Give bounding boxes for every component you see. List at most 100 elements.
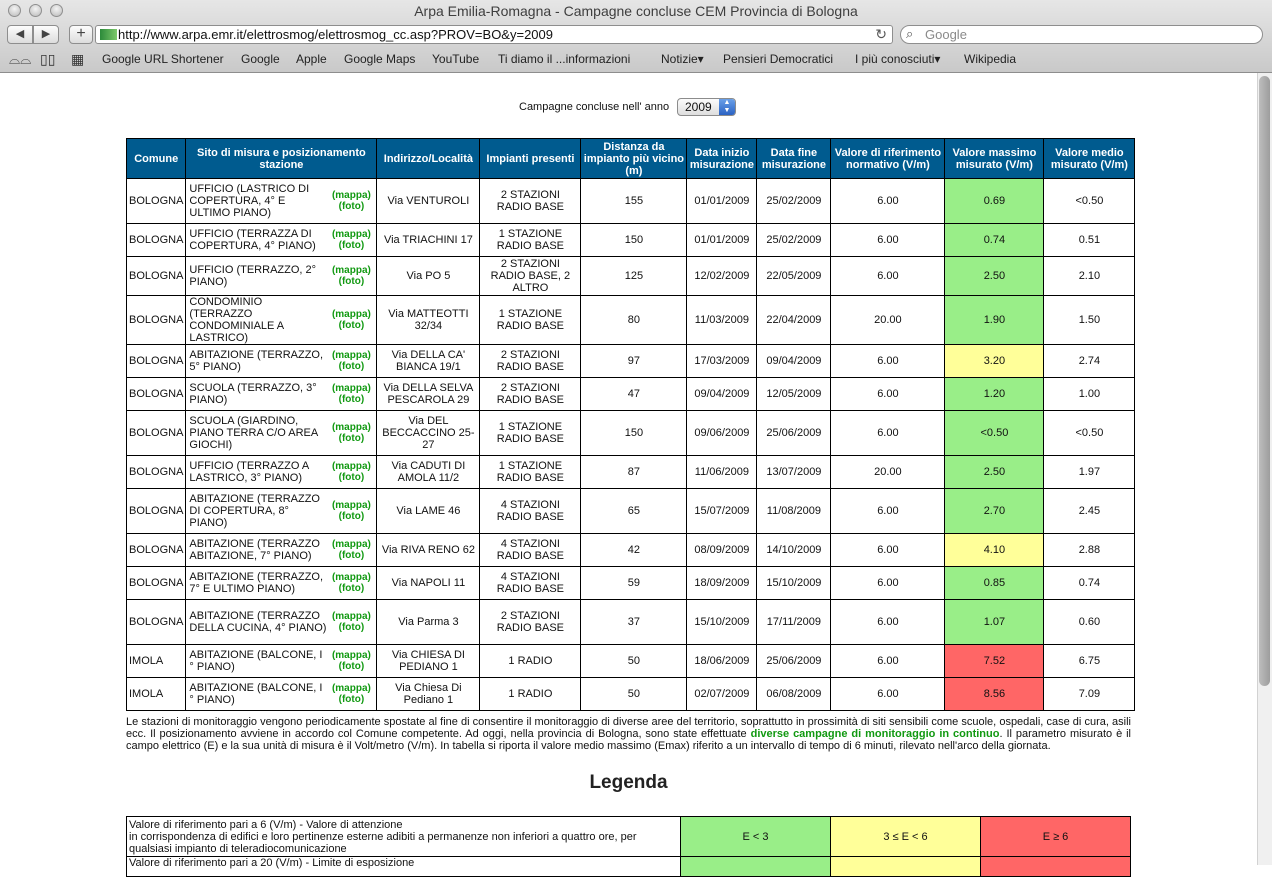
cell-valore-medio: 1.50 bbox=[1043, 295, 1136, 345]
zoom-window-button[interactable] bbox=[50, 4, 63, 17]
back-button[interactable]: ◀ bbox=[7, 25, 33, 44]
cell-impianti: 2 STAZIONI RADIO BASE bbox=[479, 344, 582, 378]
mappa-link[interactable]: (mappa) bbox=[331, 572, 371, 583]
url-text[interactable]: http://www.arpa.emr.it/elettrosmog/elett… bbox=[118, 27, 553, 42]
mappa-link[interactable]: (mappa) bbox=[331, 539, 371, 550]
open-book-icon[interactable]: ▯▯ bbox=[40, 51, 56, 67]
bookmarks-bar: ⌓⌓ ▯▯ ▦ Google URL Shortener Google Appl… bbox=[0, 50, 1272, 70]
search-icon[interactable]: ⌕ bbox=[906, 26, 914, 41]
cell-valore-medio: 2.74 bbox=[1043, 344, 1136, 378]
foto-link[interactable]: (foto) bbox=[338, 583, 365, 594]
bookmark-google-url-shortener[interactable]: Google URL Shortener bbox=[102, 52, 224, 66]
mappa-link[interactable]: (mappa) bbox=[331, 611, 371, 622]
foto-link[interactable]: (foto) bbox=[338, 276, 365, 287]
cell-sito: ABITAZIONE (TERRAZZO DELLA CUCINA, 4° PI… bbox=[185, 599, 378, 645]
mappa-link[interactable]: (mappa) bbox=[331, 265, 371, 276]
bookmark-youtube[interactable]: YouTube bbox=[432, 52, 480, 66]
cell-distanza: 150 bbox=[580, 410, 688, 456]
scrollbar-thumb[interactable] bbox=[1259, 76, 1270, 686]
cell-data-fine: 12/05/2009 bbox=[756, 377, 832, 411]
cell-impianti: 4 STAZIONI RADIO BASE bbox=[479, 488, 582, 534]
cell-data-inizio: 12/02/2009 bbox=[686, 256, 758, 296]
cell-data-inizio: 08/09/2009 bbox=[686, 533, 758, 567]
cell-distanza: 87 bbox=[580, 455, 688, 489]
search-input[interactable] bbox=[925, 26, 1245, 43]
reading-glasses-icon[interactable]: ⌓⌓ bbox=[9, 51, 32, 67]
cell-data-inizio: 18/09/2009 bbox=[686, 566, 758, 600]
cell-sito-text: SCUOLA (GIARDINO, PIANO TERRA C/O AREA G… bbox=[189, 415, 318, 451]
bookmark-pensieri-democratici[interactable]: Pensieri Democratici bbox=[723, 52, 834, 66]
cell-indirizzo: Via DELLA CA' BIANCA 19/1 bbox=[376, 344, 481, 378]
mappa-link[interactable]: (mappa) bbox=[331, 422, 371, 433]
mappa-link[interactable]: (mappa) bbox=[331, 461, 371, 472]
bookmark-google-maps[interactable]: Google Maps bbox=[344, 52, 416, 66]
cell-valore-riferimento: 6.00 bbox=[830, 410, 946, 456]
mappa-link[interactable]: (mappa) bbox=[331, 683, 371, 694]
col-header-sito: Sito di misura e posizionamento stazione bbox=[185, 138, 378, 179]
foto-link[interactable]: (foto) bbox=[338, 361, 365, 372]
cell-comune: BOLOGNA bbox=[125, 344, 187, 378]
cell-valore-massimo: <0.50 bbox=[944, 410, 1045, 456]
bookmark-notizie-menu[interactable]: Notizie▾ bbox=[661, 52, 704, 66]
close-window-button[interactable] bbox=[8, 4, 21, 17]
cell-sito: ABITAZIONE (TERRAZZO, 5° PIANO) (mappa) (f… bbox=[185, 344, 378, 378]
year-select-value: 2009 bbox=[685, 100, 712, 114]
mappa-link[interactable]: (mappa) bbox=[331, 309, 371, 320]
bookmark-ti-diamo-il-informazioni[interactable]: Ti diamo il ...informazioni bbox=[498, 52, 631, 66]
foto-link[interactable]: (foto) bbox=[338, 240, 365, 251]
foto-link[interactable]: (foto) bbox=[338, 201, 365, 212]
cell-data-inizio: 01/01/2009 bbox=[686, 178, 758, 224]
cell-comune: BOLOGNA bbox=[125, 223, 187, 257]
grid-icon[interactable]: ▦ bbox=[71, 51, 85, 67]
address-bar[interactable]: http://www.arpa.emr.it/elettrosmog/elett… bbox=[95, 25, 893, 44]
foto-link[interactable]: (foto) bbox=[338, 694, 365, 705]
cell-comune: BOLOGNA bbox=[125, 455, 187, 489]
mappa-link[interactable]: (mappa) bbox=[331, 229, 371, 240]
col-header-impianti: Impianti presenti bbox=[479, 138, 582, 179]
foto-link[interactable]: (foto) bbox=[338, 433, 365, 444]
foto-link[interactable]: (foto) bbox=[338, 661, 365, 672]
foto-link[interactable]: (foto) bbox=[338, 550, 365, 561]
bookmark-i-piu-conosciuti-menu[interactable]: I più conosciuti▾ bbox=[855, 52, 941, 66]
cell-indirizzo: Via VENTUROLI bbox=[376, 178, 481, 224]
forward-button[interactable]: ▶ bbox=[33, 25, 59, 44]
year-select[interactable]: 2009 ▲ ▼ bbox=[677, 98, 736, 116]
bookmark-apple[interactable]: Apple bbox=[296, 52, 327, 66]
foto-link[interactable]: (foto) bbox=[338, 472, 365, 483]
monitoraggio-continuo-link[interactable]: diverse campagne di monitoraggio in cont… bbox=[750, 728, 1000, 740]
cell-comune: BOLOGNA bbox=[125, 377, 187, 411]
table-row: BOLOGNA ABITAZIONE (TERRAZZO, 5° PIANO) (m… bbox=[125, 344, 1136, 378]
cell-data-inizio: 02/07/2009 bbox=[686, 677, 758, 711]
foto-link[interactable]: (foto) bbox=[338, 511, 365, 522]
mappa-link[interactable]: (mappa) bbox=[331, 350, 371, 361]
bookmark-wikipedia[interactable]: Wikipedia bbox=[964, 52, 1017, 66]
table-row: BOLOGNA UFFICIO (LASTRICO DI COPERTURA, 4… bbox=[125, 178, 1136, 224]
search-field[interactable]: ⌕ bbox=[900, 25, 1263, 44]
reload-icon[interactable]: ↻ bbox=[875, 26, 887, 42]
cell-valore-medio: 2.88 bbox=[1043, 533, 1136, 567]
legend-green-cell: E < 3 bbox=[680, 816, 831, 857]
cell-sito: ABITAZIONE (BALCONE, I ° PIANO) (mappa) (f… bbox=[185, 677, 378, 711]
browser-toolbar: Arpa Emilia-Romagna - Campagne concluse … bbox=[0, 0, 1272, 73]
mappa-link[interactable]: (mappa) bbox=[331, 383, 371, 394]
cell-comune: BOLOGNA bbox=[125, 533, 187, 567]
add-bookmark-button[interactable]: + bbox=[69, 25, 93, 44]
bookmark-google[interactable]: Google bbox=[241, 52, 280, 66]
foto-link[interactable]: (foto) bbox=[338, 622, 365, 633]
minimize-window-button[interactable] bbox=[29, 4, 42, 17]
mappa-link[interactable]: (mappa) bbox=[331, 500, 371, 511]
cell-distanza: 97 bbox=[580, 344, 688, 378]
foto-link[interactable]: (foto) bbox=[338, 394, 365, 405]
mappa-link[interactable]: (mappa) bbox=[331, 650, 371, 661]
table-row: BOLOGNA SCUOLA (GIARDINO, PIANO TERRA C/O… bbox=[125, 410, 1136, 456]
foto-link[interactable]: (foto) bbox=[338, 320, 365, 331]
cell-impianti: 2 STAZIONI RADIO BASE, 2 ALTRO bbox=[479, 256, 582, 296]
mappa-link[interactable]: (mappa) bbox=[331, 190, 371, 201]
cell-sito-text: ABITAZIONE (TERRAZZO, 7° E ULTIMO PIANO) bbox=[189, 571, 324, 595]
cell-data-fine: 25/06/2009 bbox=[756, 410, 832, 456]
cell-data-fine: 06/08/2009 bbox=[756, 677, 832, 711]
cell-valore-medio: 6.75 bbox=[1043, 644, 1136, 678]
cell-sito: ABITAZIONE (BALCONE, I ° PIANO) (mappa) (f… bbox=[185, 644, 378, 678]
cell-indirizzo: Via RIVA RENO 62 bbox=[376, 533, 481, 567]
cell-indirizzo: Via CADUTI DI AMOLA 11/2 bbox=[376, 455, 481, 489]
